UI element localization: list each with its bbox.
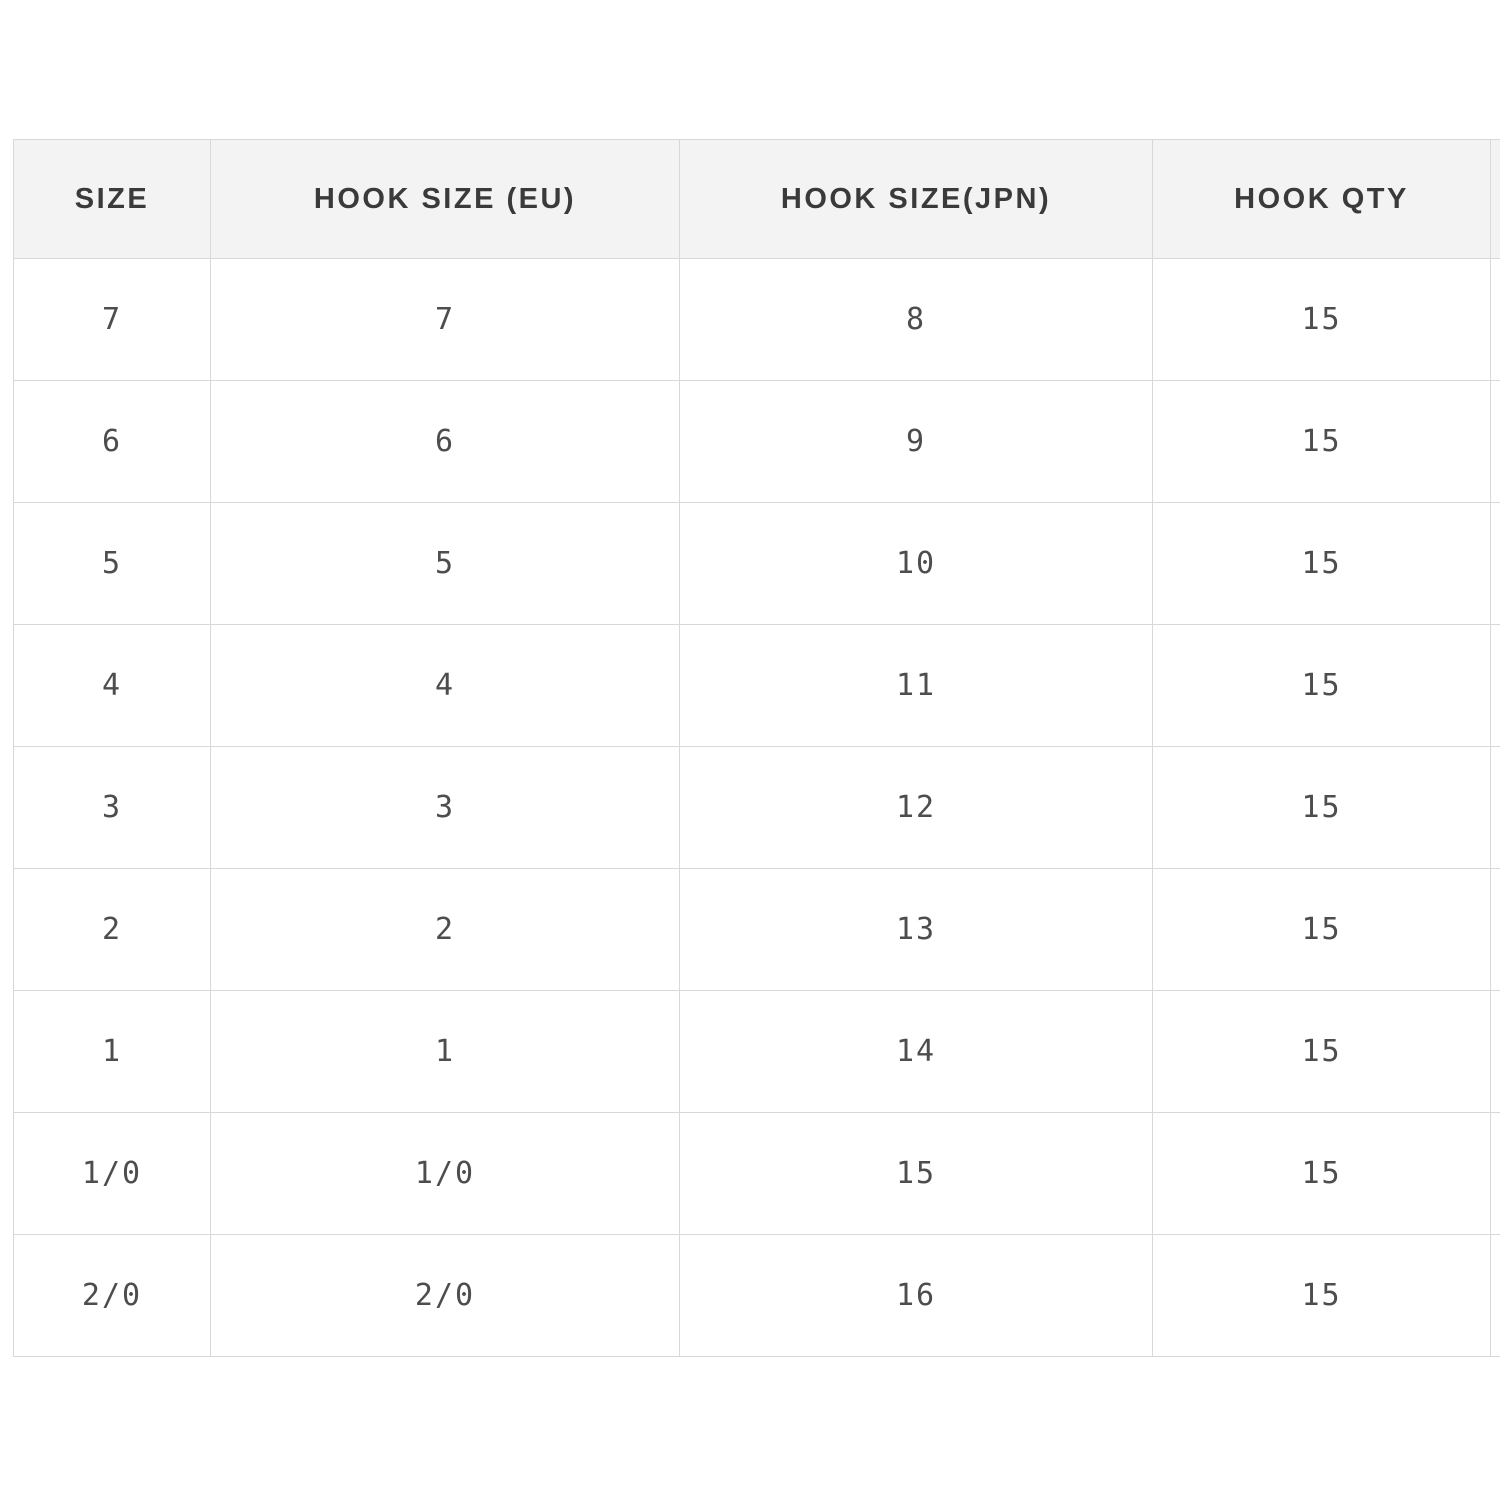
table-cell-hook-qty: 15 [1152,868,1491,991]
column-header-hook-size-jpn: HOOK SIZE(JPN) [679,139,1153,259]
table-cell-hook-size-jpn: 12 [679,746,1153,869]
table-row: 4 4 11 15 [13,624,1500,747]
table-row: 1/0 1/0 15 15 [13,1112,1500,1235]
table-cell-hook-size-eu: 5 [210,502,680,625]
column-header-cropped [1490,139,1500,259]
table-cell-hook-size-eu: 1 [210,990,680,1113]
table-cell-hook-qty: 15 [1152,258,1491,381]
table-row: 2/0 2/0 16 15 [13,1234,1500,1357]
table-cell-hook-qty: 15 [1152,624,1491,747]
table-cell-hook-size-eu: 3 [210,746,680,869]
table-cell-cropped [1490,380,1500,503]
table-cell-cropped [1490,1112,1500,1235]
table-cell-hook-size-jpn: 11 [679,624,1153,747]
table-cell-cropped [1490,1234,1500,1357]
table-row: 3 3 12 15 [13,746,1500,869]
table-header: SIZE HOOK SIZE (EU) HOOK SIZE(JPN) HOOK … [13,139,1500,259]
table-cell-hook-qty: 15 [1152,380,1491,503]
table-cell-cropped [1490,746,1500,869]
table-cell-hook-size-jpn: 16 [679,1234,1153,1357]
table-cell-cropped [1490,258,1500,381]
table-cell-size: 3 [13,746,211,869]
column-header-hook-size-eu: HOOK SIZE (EU) [210,139,680,259]
table-cell-hook-qty: 15 [1152,502,1491,625]
table-cell-hook-qty: 15 [1152,990,1491,1113]
table-cell-size: 2/0 [13,1234,211,1357]
table-cell-size: 5 [13,502,211,625]
hook-size-table-container: SIZE HOOK SIZE (EU) HOOK SIZE(JPN) HOOK … [13,139,1500,1357]
table-row: 2 2 13 15 [13,868,1500,991]
table-cell-size: 1 [13,990,211,1113]
table-cell-cropped [1490,502,1500,625]
table-cell-hook-size-jpn: 10 [679,502,1153,625]
table-cell-hook-size-eu: 2/0 [210,1234,680,1357]
table-cell-hook-qty: 15 [1152,1234,1491,1357]
table-cell-cropped [1490,990,1500,1113]
table-cell-hook-size-jpn: 9 [679,380,1153,503]
table-cell-hook-qty: 15 [1152,746,1491,869]
table-body: 7 7 8 15 6 6 9 15 5 5 10 15 4 4 11 15 3 3 12 15 2 2 13 15 1 1 14 15… [13,258,1500,1357]
table-cell-hook-size-jpn: 15 [679,1112,1153,1235]
column-header-size: SIZE [13,139,211,259]
table-cell-hook-size-eu: 7 [210,258,680,381]
table-cell-cropped [1490,624,1500,747]
table-row: 7 7 8 15 [13,258,1500,381]
hook-size-table: SIZE HOOK SIZE (EU) HOOK SIZE(JPN) HOOK … [13,139,1500,1357]
table-cell-size: 6 [13,380,211,503]
table-row: 1 1 14 15 [13,990,1500,1113]
table-cell-hook-qty: 15 [1152,1112,1491,1235]
column-header-hook-qty: HOOK QTY [1152,139,1491,259]
table-cell-hook-size-eu: 4 [210,624,680,747]
table-cell-size: 7 [13,258,211,381]
table-cell-hook-size-jpn: 13 [679,868,1153,991]
table-cell-hook-size-eu: 1/0 [210,1112,680,1235]
table-cell-hook-size-jpn: 8 [679,258,1153,381]
table-cell-size: 4 [13,624,211,747]
table-cell-cropped [1490,868,1500,991]
table-cell-hook-size-eu: 2 [210,868,680,991]
table-cell-hook-size-jpn: 14 [679,990,1153,1113]
table-cell-hook-size-eu: 6 [210,380,680,503]
table-cell-size: 1/0 [13,1112,211,1235]
table-header-row: SIZE HOOK SIZE (EU) HOOK SIZE(JPN) HOOK … [13,139,1500,259]
table-row: 5 5 10 15 [13,502,1500,625]
table-cell-size: 2 [13,868,211,991]
table-row: 6 6 9 15 [13,380,1500,503]
